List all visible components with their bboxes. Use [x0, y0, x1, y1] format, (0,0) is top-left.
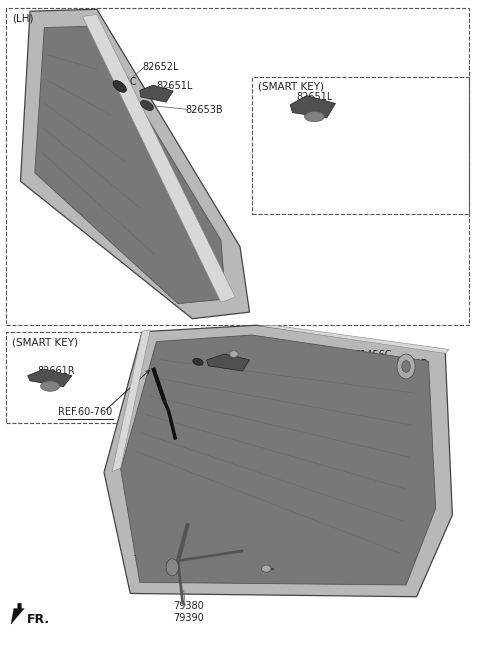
Polygon shape [112, 330, 150, 472]
Text: 81350B: 81350B [390, 359, 428, 369]
Polygon shape [11, 603, 24, 624]
Polygon shape [21, 9, 250, 319]
Ellipse shape [304, 111, 324, 122]
Text: 1339CC: 1339CC [132, 548, 170, 558]
Polygon shape [140, 85, 173, 102]
Text: 79390: 79390 [173, 613, 204, 623]
Polygon shape [206, 354, 250, 371]
Circle shape [397, 354, 415, 379]
Ellipse shape [262, 565, 271, 572]
Text: 81456C: 81456C [355, 350, 392, 360]
Text: (LH): (LH) [12, 13, 34, 23]
Polygon shape [28, 369, 72, 387]
Ellipse shape [40, 381, 60, 392]
Polygon shape [104, 325, 452, 597]
Polygon shape [290, 96, 336, 118]
Text: 82652R: 82652R [221, 344, 259, 353]
Ellipse shape [229, 351, 238, 357]
Text: 82651L: 82651L [156, 81, 193, 91]
Polygon shape [120, 335, 436, 585]
Text: (SMART KEY): (SMART KEY) [258, 82, 324, 92]
Text: 82652L: 82652L [142, 62, 179, 72]
Polygon shape [83, 14, 235, 302]
Text: REF.60-760: REF.60-760 [58, 407, 112, 417]
Ellipse shape [141, 101, 153, 110]
Text: FR.: FR. [27, 613, 50, 626]
Text: 82653B: 82653B [185, 105, 223, 115]
Ellipse shape [113, 81, 126, 92]
Text: 79380: 79380 [173, 601, 204, 611]
Bar [252, 77, 469, 214]
Text: 82654C: 82654C [99, 77, 137, 87]
Text: (SMART KEY): (SMART KEY) [12, 337, 78, 347]
Circle shape [166, 559, 179, 576]
Text: 82651L: 82651L [296, 92, 333, 102]
Ellipse shape [193, 359, 203, 365]
Text: 1125DL: 1125DL [285, 568, 323, 578]
Polygon shape [35, 26, 226, 304]
Text: 82661R: 82661R [37, 366, 75, 376]
Text: 82663: 82663 [179, 351, 210, 361]
Text: 82661R: 82661R [149, 359, 187, 369]
Bar [6, 8, 469, 325]
Bar [6, 332, 156, 423]
Polygon shape [259, 325, 449, 353]
Circle shape [402, 361, 410, 373]
